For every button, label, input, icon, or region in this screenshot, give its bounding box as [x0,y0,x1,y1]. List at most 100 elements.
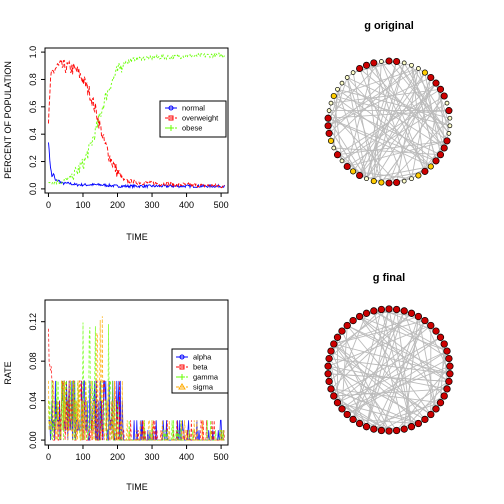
network-edge [373,62,412,179]
network-node [370,307,378,315]
network-node [343,321,351,330]
network-node [445,107,453,115]
network-node [432,327,440,335]
network-edge [333,325,348,345]
network-edge [341,82,445,149]
network-edge [333,95,343,161]
network-node [436,85,445,93]
network-edge [333,320,426,345]
network-node [379,59,384,64]
network-node [393,57,401,66]
network-node [401,60,407,66]
network-edge [359,316,432,415]
network-node [407,309,416,317]
network-edge [380,309,412,427]
network-node [436,333,445,341]
rate-chart: 0 100 200 300 400 500 0.00 0.04 0.08 0.12 TIME R… [3,299,229,492]
network-node [385,305,393,313]
y-tick-label: 0.0 [28,183,38,196]
network-edge [330,64,412,142]
series-line-overweight [48,59,225,189]
network-edge [396,68,419,183]
legend-label: sigma [193,383,214,392]
network-edge [333,343,432,415]
network-title-final: g final [373,272,405,284]
legend-label: alpha [193,353,212,362]
network-edge [333,388,448,397]
network-edge [327,118,332,141]
x-tick-label: 500 [214,452,229,462]
network-node [400,307,408,315]
x-tick-label: 500 [214,200,229,210]
network-node [421,316,429,325]
network-node [409,176,414,182]
network-node [432,157,440,165]
x-axis-label: TIME [126,482,148,492]
y-tick-label: 0.08 [28,352,38,370]
network-node [349,415,357,424]
network-node [393,178,401,187]
legend-box [159,100,227,138]
network-node [443,385,451,393]
network-node [377,426,386,435]
network-edge [352,310,405,420]
legend-label: normal [182,104,205,113]
network-node [355,419,364,428]
network-node [440,392,448,400]
network-node [350,168,357,175]
network-node [339,80,345,86]
network-edge [411,65,426,172]
legend-box [171,348,229,394]
network-edge [366,62,405,179]
network-edge [347,325,451,375]
network-node [385,57,393,65]
legend-marker [179,374,185,380]
y-tick-label: 1.0 [28,46,38,59]
network-edge [337,350,448,404]
network-edge [330,350,367,427]
legend-label: gamma [193,373,219,382]
network-node [370,425,378,433]
network-node [333,333,342,341]
network-node [330,392,338,400]
network-node [325,354,333,363]
x-tick-label: 0 [46,200,51,210]
network-node [324,122,332,130]
plot-frame [44,47,229,194]
x-tick-label: 300 [145,452,160,462]
network-node [327,385,335,393]
x-axis-label: TIME [126,232,148,242]
network-edge [366,64,445,149]
network-node [444,100,450,106]
network-node [327,137,335,144]
network-edge [330,388,419,424]
network-edge [337,140,448,156]
network-node [409,62,414,68]
network-final [324,305,454,435]
network-edge [346,62,375,167]
x-tick-label: 200 [110,200,125,210]
network-node [325,377,333,386]
legend-marker [168,125,174,131]
network-edge [346,325,450,382]
network-node [333,151,342,159]
population-chart: 0 100 200 300 400 500 0.0 0.2 0.4 0.6 0.8 1.0 TIME… [3,46,229,242]
x-tick-label: 300 [145,200,160,210]
network-edge [346,358,450,415]
network-node [427,410,435,419]
network-original [324,57,453,187]
network-node [339,158,345,164]
network-node [401,178,407,184]
network-edge [411,65,437,162]
network-edge [373,310,405,430]
network-node [331,145,337,151]
network-edge [388,77,432,184]
network-node [326,108,332,113]
network-node [325,129,333,137]
network-edge [366,61,398,179]
network-node [377,305,386,314]
network-node [362,61,371,69]
network-node [356,64,364,73]
network-node [414,312,423,321]
